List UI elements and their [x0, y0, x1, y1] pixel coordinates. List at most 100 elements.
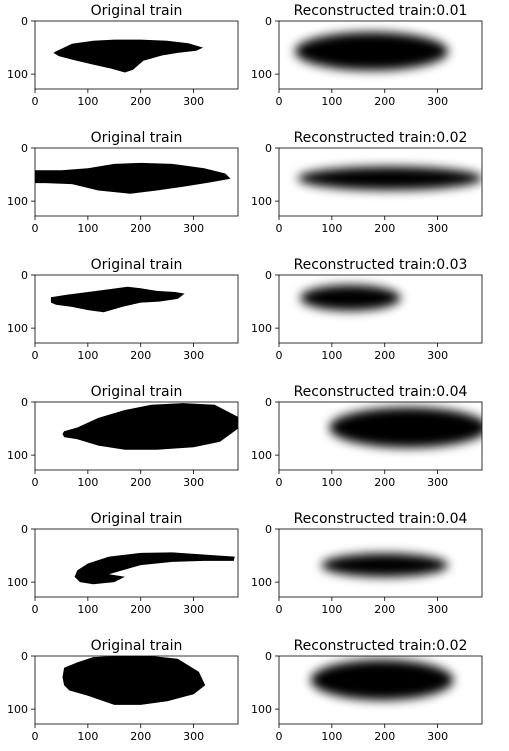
axes-frame: [34, 20, 239, 90]
subplot-title: Original train: [91, 638, 183, 654]
silhouette-mask: [74, 552, 235, 585]
subplot-title: Original train: [91, 130, 183, 146]
y-tick-label: 100: [7, 322, 28, 335]
axes-frame: [34, 401, 239, 471]
y-tick-label: 100: [251, 703, 272, 716]
x-tick-label: 100: [321, 349, 342, 362]
y-tick-label: 0: [265, 269, 272, 282]
x-tick-label: 300: [427, 476, 448, 489]
x-tick-label: 300: [183, 222, 204, 235]
axes-frame: [34, 528, 239, 598]
subplot-7: Original train 0 100 200 300 0 100: [7, 384, 239, 489]
y-tick-label: 100: [7, 576, 28, 589]
x-tick-label: 0: [32, 476, 39, 489]
axes-frame: [278, 528, 483, 598]
subplot-title: Original train: [91, 511, 183, 527]
y-tick-label: 0: [21, 15, 28, 28]
x-tick-label: 300: [183, 476, 204, 489]
subplot-3: Original train 0 100 200 300 0 100: [7, 130, 239, 235]
x-tick-label: 300: [427, 222, 448, 235]
subplot-2: Reconstructed train:0.01 0 100 200 300 0 100: [251, 3, 483, 108]
reconstructed-mask: [297, 166, 482, 190]
x-tick-label: 0: [32, 222, 39, 235]
subplot-title: Original train: [91, 3, 183, 19]
x-tick-label: 100: [321, 730, 342, 743]
x-tick-label: 300: [427, 95, 448, 108]
subplot-6: Reconstructed train:0.03 0 100 200 300 0 100: [251, 257, 483, 362]
axes-frame: [278, 20, 483, 90]
y-tick-label: 0: [265, 396, 272, 409]
x-tick-label: 200: [374, 95, 395, 108]
reconstructed-mask: [310, 659, 454, 701]
x-tick-label: 200: [130, 730, 151, 743]
x-tick-label: 100: [77, 476, 98, 489]
subplot-9: Original train 0 100 200 300 0 100: [7, 511, 239, 616]
x-tick-label: 200: [130, 603, 151, 616]
x-tick-label: 300: [427, 603, 448, 616]
x-tick-label: 300: [183, 730, 204, 743]
x-tick-label: 100: [321, 95, 342, 108]
x-tick-label: 200: [130, 95, 151, 108]
x-tick-label: 100: [77, 349, 98, 362]
x-tick-label: 100: [77, 730, 98, 743]
x-tick-label: 200: [130, 222, 151, 235]
x-tick-label: 200: [374, 476, 395, 489]
y-tick-label: 100: [251, 449, 272, 462]
x-tick-label: 0: [276, 476, 283, 489]
y-tick-label: 0: [21, 142, 28, 155]
y-tick-label: 100: [7, 68, 28, 81]
axes-frame: [34, 147, 239, 217]
y-tick-label: 0: [265, 142, 272, 155]
y-tick-label: 0: [21, 269, 28, 282]
axes-frame: [278, 655, 483, 725]
y-tick-label: 100: [7, 449, 28, 462]
y-tick-label: 0: [21, 523, 28, 536]
subplot-title: Reconstructed train:0.04: [294, 384, 468, 400]
x-tick-label: 200: [374, 349, 395, 362]
x-tick-label: 0: [32, 95, 39, 108]
x-tick-label: 200: [130, 476, 151, 489]
silhouette-mask: [62, 656, 206, 705]
y-tick-label: 0: [21, 396, 28, 409]
x-tick-label: 0: [276, 603, 283, 616]
image-area: [279, 275, 482, 343]
subplot-10: Reconstructed train:0.04 0 100 200 300 0 100: [251, 511, 483, 616]
y-tick-label: 100: [7, 703, 28, 716]
x-tick-label: 300: [427, 349, 448, 362]
x-tick-label: 200: [130, 349, 151, 362]
subplot-title: Reconstructed train:0.04: [294, 511, 468, 527]
y-tick-label: 100: [251, 576, 272, 589]
x-tick-label: 100: [321, 476, 342, 489]
subplot-title: Reconstructed train:0.02: [294, 638, 468, 654]
x-tick-label: 0: [32, 603, 39, 616]
x-tick-label: 200: [374, 603, 395, 616]
x-tick-label: 100: [77, 222, 98, 235]
x-tick-label: 100: [321, 603, 342, 616]
silhouette-mask: [50, 286, 185, 313]
reconstructed-mask: [321, 553, 449, 577]
x-tick-label: 300: [183, 95, 204, 108]
subplot-8: Reconstructed train:0.04 0 100 200 300 0 100: [251, 384, 483, 489]
axes-frame: [278, 401, 483, 471]
y-tick-label: 0: [265, 15, 272, 28]
axes-frame: [34, 655, 239, 725]
x-tick-label: 0: [32, 730, 39, 743]
x-tick-label: 100: [77, 603, 98, 616]
subplot-title: Reconstructed train:0.03: [294, 257, 468, 273]
y-tick-label: 0: [265, 650, 272, 663]
x-tick-label: 100: [77, 95, 98, 108]
subplot-1: Original train 0 100 200 300 0 100: [7, 3, 239, 108]
subplot-12: Reconstructed train:0.02 0 100 200 300 0 100: [251, 638, 483, 743]
axes-frame: [278, 274, 483, 344]
subplot-title: Original train: [91, 384, 183, 400]
x-tick-label: 0: [276, 222, 283, 235]
silhouette-mask: [62, 403, 238, 450]
y-tick-label: 0: [21, 650, 28, 663]
x-tick-label: 300: [427, 730, 448, 743]
reconstructed-mask: [329, 407, 482, 448]
axes-frame: [34, 274, 239, 344]
x-tick-label: 300: [183, 349, 204, 362]
x-tick-label: 300: [183, 603, 204, 616]
y-tick-label: 100: [251, 322, 272, 335]
y-tick-label: 100: [7, 195, 28, 208]
